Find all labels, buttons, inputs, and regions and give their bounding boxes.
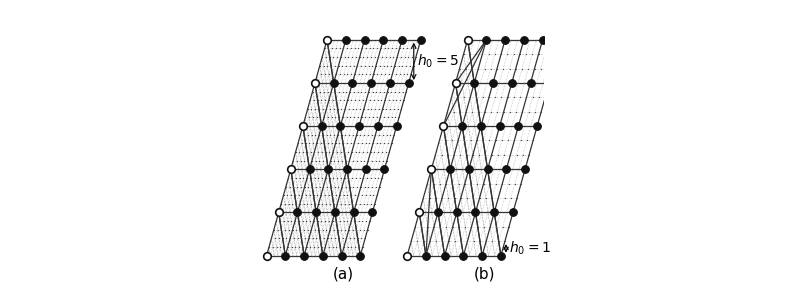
Text: (a): (a) (333, 267, 354, 282)
Text: (b): (b) (473, 267, 494, 282)
Text: $h_0 = 1$: $h_0 = 1$ (508, 240, 551, 257)
Text: $h_0 = 5$: $h_0 = 5$ (417, 53, 459, 70)
